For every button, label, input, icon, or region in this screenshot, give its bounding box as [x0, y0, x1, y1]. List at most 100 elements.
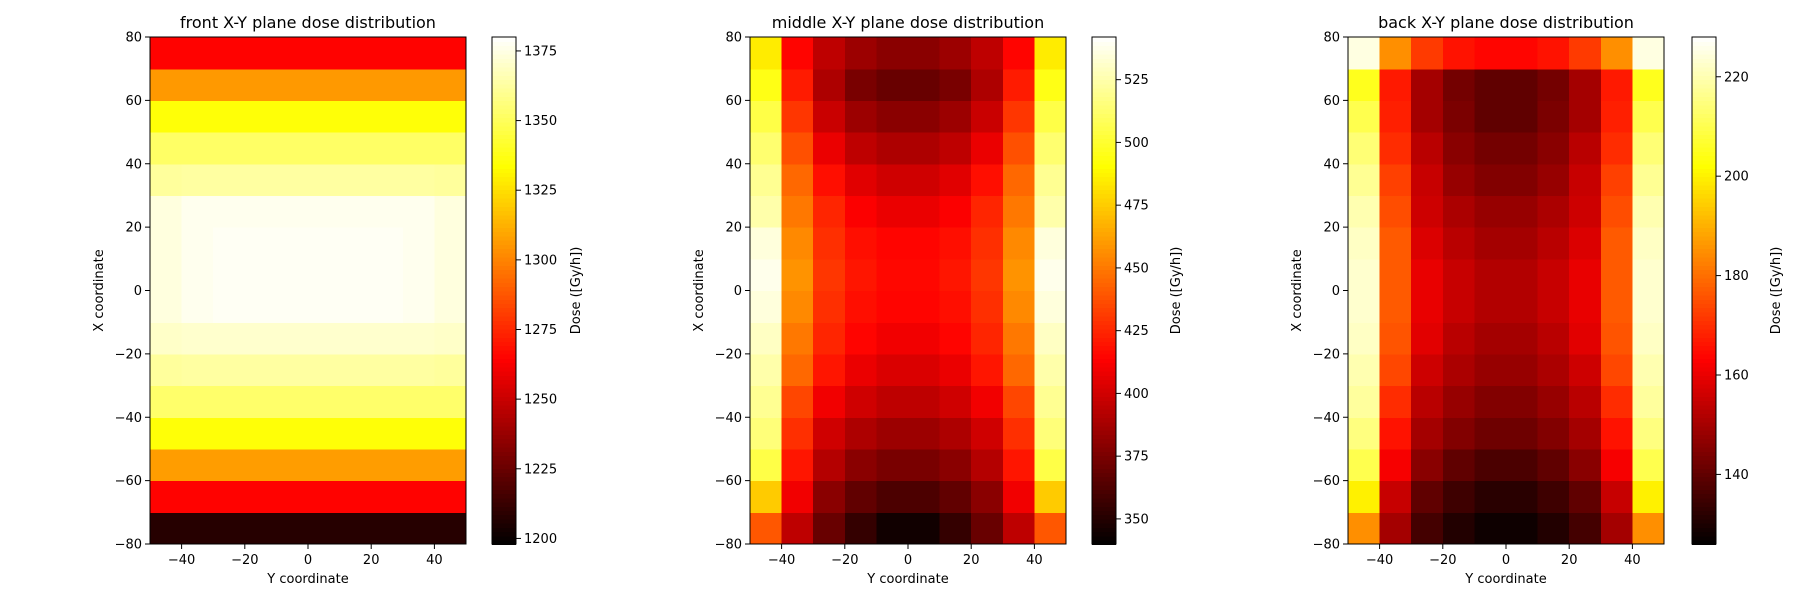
- heatmap-cell: [402, 448, 435, 482]
- colorbar-segment: [492, 214, 516, 220]
- colorbar-segment: [492, 493, 516, 499]
- colorbar-segment: [1092, 256, 1116, 262]
- colorbar-segment: [1692, 75, 1716, 81]
- colorbar-segment: [1092, 37, 1116, 43]
- heatmap-cell: [339, 258, 372, 292]
- heatmap-cell: [1474, 322, 1507, 355]
- colorbar-segment: [1092, 514, 1116, 520]
- heatmap-cell: [813, 37, 846, 70]
- heatmap-cell: [939, 258, 972, 292]
- colorbar-segment: [492, 125, 516, 131]
- heatmap-cell: [150, 195, 183, 228]
- heatmap-cell: [402, 385, 435, 418]
- heatmap-cell: [1632, 417, 1665, 450]
- heatmap-cell: [1442, 322, 1475, 355]
- colorbar-segment: [1092, 298, 1116, 304]
- heatmap-cell: [1506, 512, 1539, 545]
- heatmap-cell: [1569, 448, 1602, 482]
- heatmap-cell: [308, 290, 341, 323]
- colorbar-segment: [1692, 480, 1716, 486]
- heatmap-cell: [1379, 290, 1412, 323]
- colorbar-segment: [492, 104, 516, 110]
- heatmap-cell: [1474, 417, 1507, 450]
- colorbar-segment: [1692, 138, 1716, 144]
- heatmap-cell: [434, 132, 467, 165]
- heatmap-cell: [308, 353, 341, 387]
- heatmap-cell: [434, 290, 467, 323]
- colorbar-segment: [492, 260, 516, 266]
- heatmap-cell: [181, 480, 214, 513]
- y-tick-label: 40: [125, 157, 142, 172]
- colorbar-segment: [1692, 197, 1716, 203]
- colorbar-segment: [1692, 45, 1716, 51]
- colorbar-segment: [492, 467, 516, 473]
- colorbar-segment: [1692, 167, 1716, 173]
- heatmap-cell: [150, 512, 183, 545]
- colorbar-segment: [492, 227, 516, 233]
- heatmap-cell: [308, 100, 341, 133]
- heatmap-cell: [402, 290, 435, 323]
- colorbar-segment: [1092, 489, 1116, 495]
- heatmap-cell: [1002, 258, 1035, 292]
- colorbar-segment: [492, 146, 516, 152]
- colorbar-segment: [1692, 328, 1716, 334]
- colorbar-tick-label: 525: [1124, 73, 1149, 88]
- heatmap-cell: [1379, 68, 1412, 101]
- heatmap-cell: [402, 353, 435, 387]
- heatmap-cell: [150, 322, 183, 355]
- colorbar-segment: [492, 277, 516, 283]
- colorbar-segment: [492, 138, 516, 144]
- colorbar-segment: [1692, 417, 1716, 423]
- heatmap-cell: [750, 385, 783, 418]
- heatmap-cell: [1600, 163, 1633, 197]
- colorbar-segment: [1092, 49, 1116, 55]
- colorbar-segment: [1092, 129, 1116, 135]
- colorbar-segment: [1692, 62, 1716, 68]
- colorbar-tick-label: 1200: [524, 532, 557, 547]
- heatmap-cell: [434, 163, 467, 197]
- colorbar-segment: [1692, 151, 1716, 157]
- heatmap-cell: [339, 100, 372, 133]
- heatmap-cell: [1442, 37, 1475, 70]
- colorbar-segment: [1092, 349, 1116, 355]
- heatmap-cell: [750, 353, 783, 387]
- heatmap-cell: [781, 353, 814, 387]
- y-tick-label: 40: [1323, 157, 1340, 172]
- heatmap-cell: [1411, 258, 1444, 292]
- colorbar-segment: [1692, 489, 1716, 495]
- colorbar-frame: [491, 36, 517, 545]
- heatmap-cell: [308, 163, 341, 197]
- heatmap-cell: [1034, 480, 1067, 513]
- colorbar-segment: [1092, 227, 1116, 233]
- heatmap-cell: [213, 68, 246, 101]
- heatmap-cell: [971, 163, 1004, 197]
- heatmap-cell: [371, 448, 404, 482]
- colorbar-segment: [1092, 167, 1116, 173]
- colorbar-segment: [1092, 155, 1116, 161]
- heatmap-cell: [1632, 385, 1665, 418]
- heatmap-cell: [150, 417, 183, 450]
- colorbar-segment: [1092, 379, 1116, 385]
- colorbar-segment: [492, 142, 516, 148]
- heatmap-cell: [339, 385, 372, 418]
- heatmap-cell: [908, 100, 941, 133]
- colorbar-segment: [1092, 159, 1116, 165]
- heatmap-cell: [813, 417, 846, 450]
- heatmap-cell: [1569, 195, 1602, 228]
- heatmap-cell: [1600, 290, 1633, 323]
- heatmap-cell: [1506, 37, 1539, 70]
- heatmap-cell: [1034, 163, 1067, 197]
- colorbar-segment: [492, 248, 516, 254]
- colorbar-segment: [1692, 256, 1716, 262]
- colorbar-tick-label: 375: [1124, 450, 1149, 465]
- heatmap-cell: [750, 448, 783, 482]
- x-axis-label: Y coordinate: [1464, 572, 1546, 587]
- heatmap-cell: [1442, 417, 1475, 450]
- heatmap-cell: [1506, 163, 1539, 197]
- heatmap-cell: [150, 100, 183, 133]
- colorbar-segment: [492, 353, 516, 359]
- heatmap-cell: [971, 417, 1004, 450]
- colorbar-segment: [492, 282, 516, 288]
- colorbar-segment: [1092, 231, 1116, 237]
- heatmap-cell: [971, 258, 1004, 292]
